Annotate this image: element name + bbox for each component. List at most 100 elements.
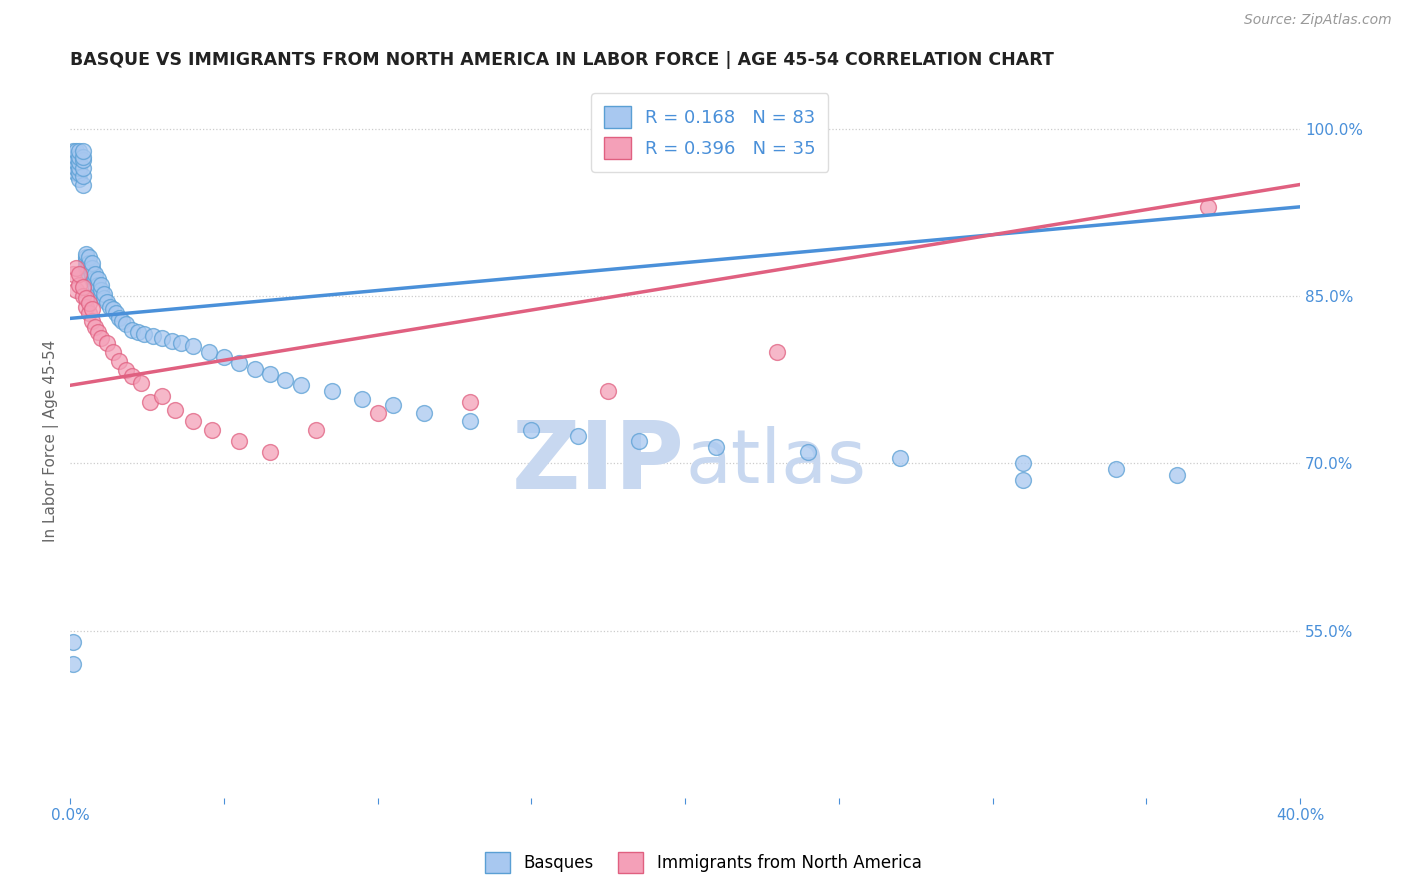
Point: [152, 331, 174, 345]
Point: [83, 267, 105, 281]
Point: [108, 353, 131, 368]
Legend: R = 0.168   N = 83, R = 0.396   N = 35: R = 0.168 N = 83, R = 0.396 N = 35: [591, 93, 828, 171]
Point: [93, 291, 115, 305]
Point: [62, 150, 84, 164]
Point: [797, 445, 820, 459]
Point: [75, 258, 97, 272]
Point: [72, 178, 94, 192]
Point: [458, 414, 481, 428]
Point: [201, 423, 224, 437]
Point: [75, 291, 97, 305]
Point: [65, 161, 87, 175]
Point: [69, 150, 91, 164]
Point: [87, 284, 110, 298]
Y-axis label: In Labor Force | Age 45-54: In Labor Force | Age 45-54: [44, 340, 59, 542]
Point: [69, 161, 91, 175]
Point: [212, 351, 235, 365]
Point: [90, 277, 112, 292]
Point: [69, 144, 91, 158]
Point: [72, 169, 94, 183]
Point: [65, 166, 87, 180]
Point: [598, 384, 620, 398]
Point: [87, 325, 110, 339]
Point: [75, 261, 97, 276]
Point: [75, 246, 97, 260]
Point: [90, 284, 112, 298]
Point: [1104, 462, 1126, 476]
Point: [98, 300, 121, 314]
Point: [1166, 467, 1188, 482]
Point: [69, 172, 91, 186]
Point: [129, 376, 152, 390]
Point: [321, 384, 343, 398]
Point: [77, 295, 100, 310]
Point: [627, 434, 650, 448]
Point: [65, 155, 87, 169]
Point: [62, 635, 84, 649]
Point: [103, 344, 125, 359]
Point: [243, 361, 266, 376]
Point: [1197, 200, 1219, 214]
Point: [83, 320, 105, 334]
Point: [69, 267, 91, 281]
Point: [228, 356, 250, 370]
Point: [90, 331, 112, 345]
Point: [77, 261, 100, 276]
Point: [62, 155, 84, 169]
Point: [90, 289, 112, 303]
Point: [108, 311, 131, 326]
Point: [105, 306, 128, 320]
Point: [96, 335, 118, 350]
Point: [458, 395, 481, 409]
Point: [72, 161, 94, 175]
Point: [93, 286, 115, 301]
Point: [142, 329, 165, 343]
Point: [352, 392, 374, 406]
Point: [127, 325, 149, 339]
Point: [290, 378, 312, 392]
Point: [80, 313, 103, 327]
Point: [65, 261, 87, 276]
Point: [259, 367, 281, 381]
Point: [228, 434, 250, 448]
Point: [83, 272, 105, 286]
Point: [139, 395, 162, 409]
Point: [80, 272, 103, 286]
Point: [62, 144, 84, 158]
Point: [72, 153, 94, 167]
Point: [65, 284, 87, 298]
Point: [114, 317, 136, 331]
Point: [163, 402, 186, 417]
Point: [72, 144, 94, 158]
Point: [121, 369, 143, 384]
Point: [80, 261, 103, 276]
Point: [65, 144, 87, 158]
Point: [69, 166, 91, 180]
Point: [121, 322, 143, 336]
Point: [80, 267, 103, 281]
Point: [152, 389, 174, 403]
Point: [1012, 473, 1035, 487]
Point: [305, 423, 328, 437]
Point: [62, 267, 84, 281]
Point: [1012, 457, 1035, 471]
Point: [197, 344, 219, 359]
Text: ZIP: ZIP: [512, 417, 685, 508]
Point: [412, 406, 434, 420]
Point: [766, 344, 789, 359]
Point: [87, 277, 110, 292]
Point: [62, 657, 84, 672]
Point: [75, 300, 97, 314]
Point: [382, 398, 405, 412]
Point: [72, 289, 94, 303]
Point: [96, 294, 118, 309]
Point: [77, 267, 100, 281]
Point: [87, 272, 110, 286]
Point: [170, 335, 193, 350]
Point: [69, 277, 91, 292]
Point: [704, 440, 727, 454]
Point: [567, 428, 589, 442]
Point: [114, 362, 136, 376]
Point: [259, 445, 281, 459]
Point: [367, 406, 389, 420]
